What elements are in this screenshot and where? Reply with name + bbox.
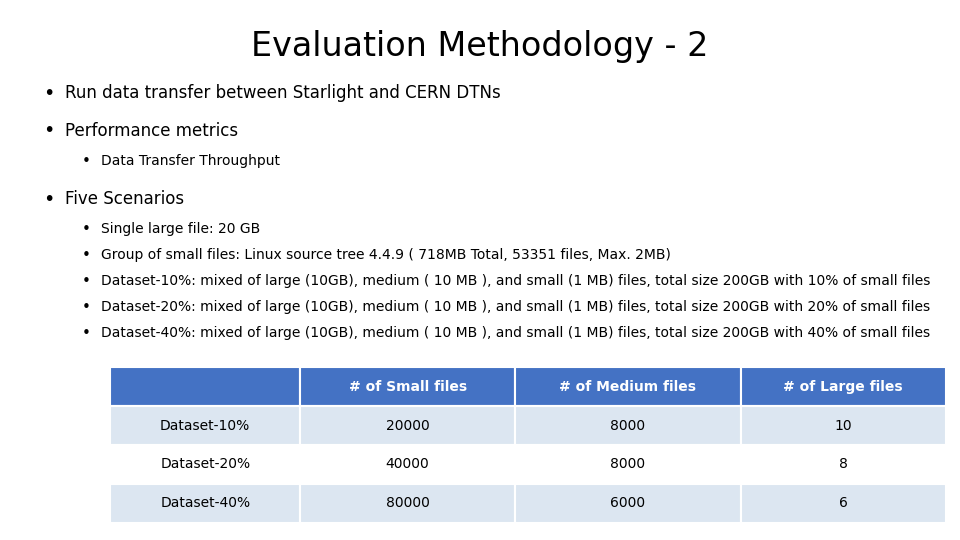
FancyBboxPatch shape <box>516 406 741 445</box>
FancyBboxPatch shape <box>741 406 946 445</box>
Text: Group of small files: Linux source tree 4.4.9 ( 718MB Total, 53351 files, Max. 2: Group of small files: Linux source tree … <box>101 248 671 262</box>
FancyBboxPatch shape <box>741 484 946 523</box>
Text: 8000: 8000 <box>611 457 645 471</box>
Text: 8: 8 <box>839 457 848 471</box>
Text: 80000: 80000 <box>386 496 429 510</box>
FancyBboxPatch shape <box>516 367 741 406</box>
Text: Five Scenarios: Five Scenarios <box>65 190 184 208</box>
Text: Dataset-10%: mixed of large (10GB), medium ( 10 MB ), and small (1 MB) files, to: Dataset-10%: mixed of large (10GB), medi… <box>101 274 930 288</box>
Text: •: • <box>82 300 90 315</box>
FancyBboxPatch shape <box>300 367 516 406</box>
Text: # of Medium files: # of Medium files <box>560 380 696 394</box>
FancyBboxPatch shape <box>110 406 300 445</box>
Text: Data Transfer Throughput: Data Transfer Throughput <box>101 154 279 168</box>
Text: Performance metrics: Performance metrics <box>65 122 238 139</box>
Text: Dataset-20%: Dataset-20% <box>160 457 251 471</box>
FancyBboxPatch shape <box>300 484 516 523</box>
Text: Evaluation Methodology - 2: Evaluation Methodology - 2 <box>252 30 708 63</box>
FancyBboxPatch shape <box>110 367 300 406</box>
Text: 20000: 20000 <box>386 418 429 433</box>
Text: •: • <box>43 84 55 103</box>
Text: Dataset-40%: mixed of large (10GB), medium ( 10 MB ), and small (1 MB) files, to: Dataset-40%: mixed of large (10GB), medi… <box>101 326 930 340</box>
Text: •: • <box>82 274 90 289</box>
FancyBboxPatch shape <box>300 445 516 484</box>
Text: Dataset-40%: Dataset-40% <box>160 496 251 510</box>
Text: Single large file: 20 GB: Single large file: 20 GB <box>101 222 260 237</box>
Text: 10: 10 <box>834 418 852 433</box>
Text: 40000: 40000 <box>386 457 429 471</box>
Text: •: • <box>43 122 55 140</box>
Text: •: • <box>82 248 90 264</box>
FancyBboxPatch shape <box>110 445 300 484</box>
Text: Run data transfer between Starlight and CERN DTNs: Run data transfer between Starlight and … <box>65 84 501 102</box>
Text: Dataset-10%: Dataset-10% <box>160 418 251 433</box>
Text: 8000: 8000 <box>611 418 645 433</box>
FancyBboxPatch shape <box>300 406 516 445</box>
Text: # of Large files: # of Large files <box>783 380 903 394</box>
FancyBboxPatch shape <box>516 445 741 484</box>
FancyBboxPatch shape <box>741 367 946 406</box>
Text: # of Small files: # of Small files <box>348 380 467 394</box>
Text: •: • <box>82 222 90 238</box>
Text: 6: 6 <box>839 496 848 510</box>
FancyBboxPatch shape <box>516 484 741 523</box>
Text: 6000: 6000 <box>611 496 645 510</box>
Text: Dataset-20%: mixed of large (10GB), medium ( 10 MB ), and small (1 MB) files, to: Dataset-20%: mixed of large (10GB), medi… <box>101 300 930 314</box>
Text: •: • <box>82 154 90 169</box>
Text: •: • <box>82 326 90 341</box>
Text: •: • <box>43 190 55 209</box>
FancyBboxPatch shape <box>110 484 300 523</box>
FancyBboxPatch shape <box>741 445 946 484</box>
